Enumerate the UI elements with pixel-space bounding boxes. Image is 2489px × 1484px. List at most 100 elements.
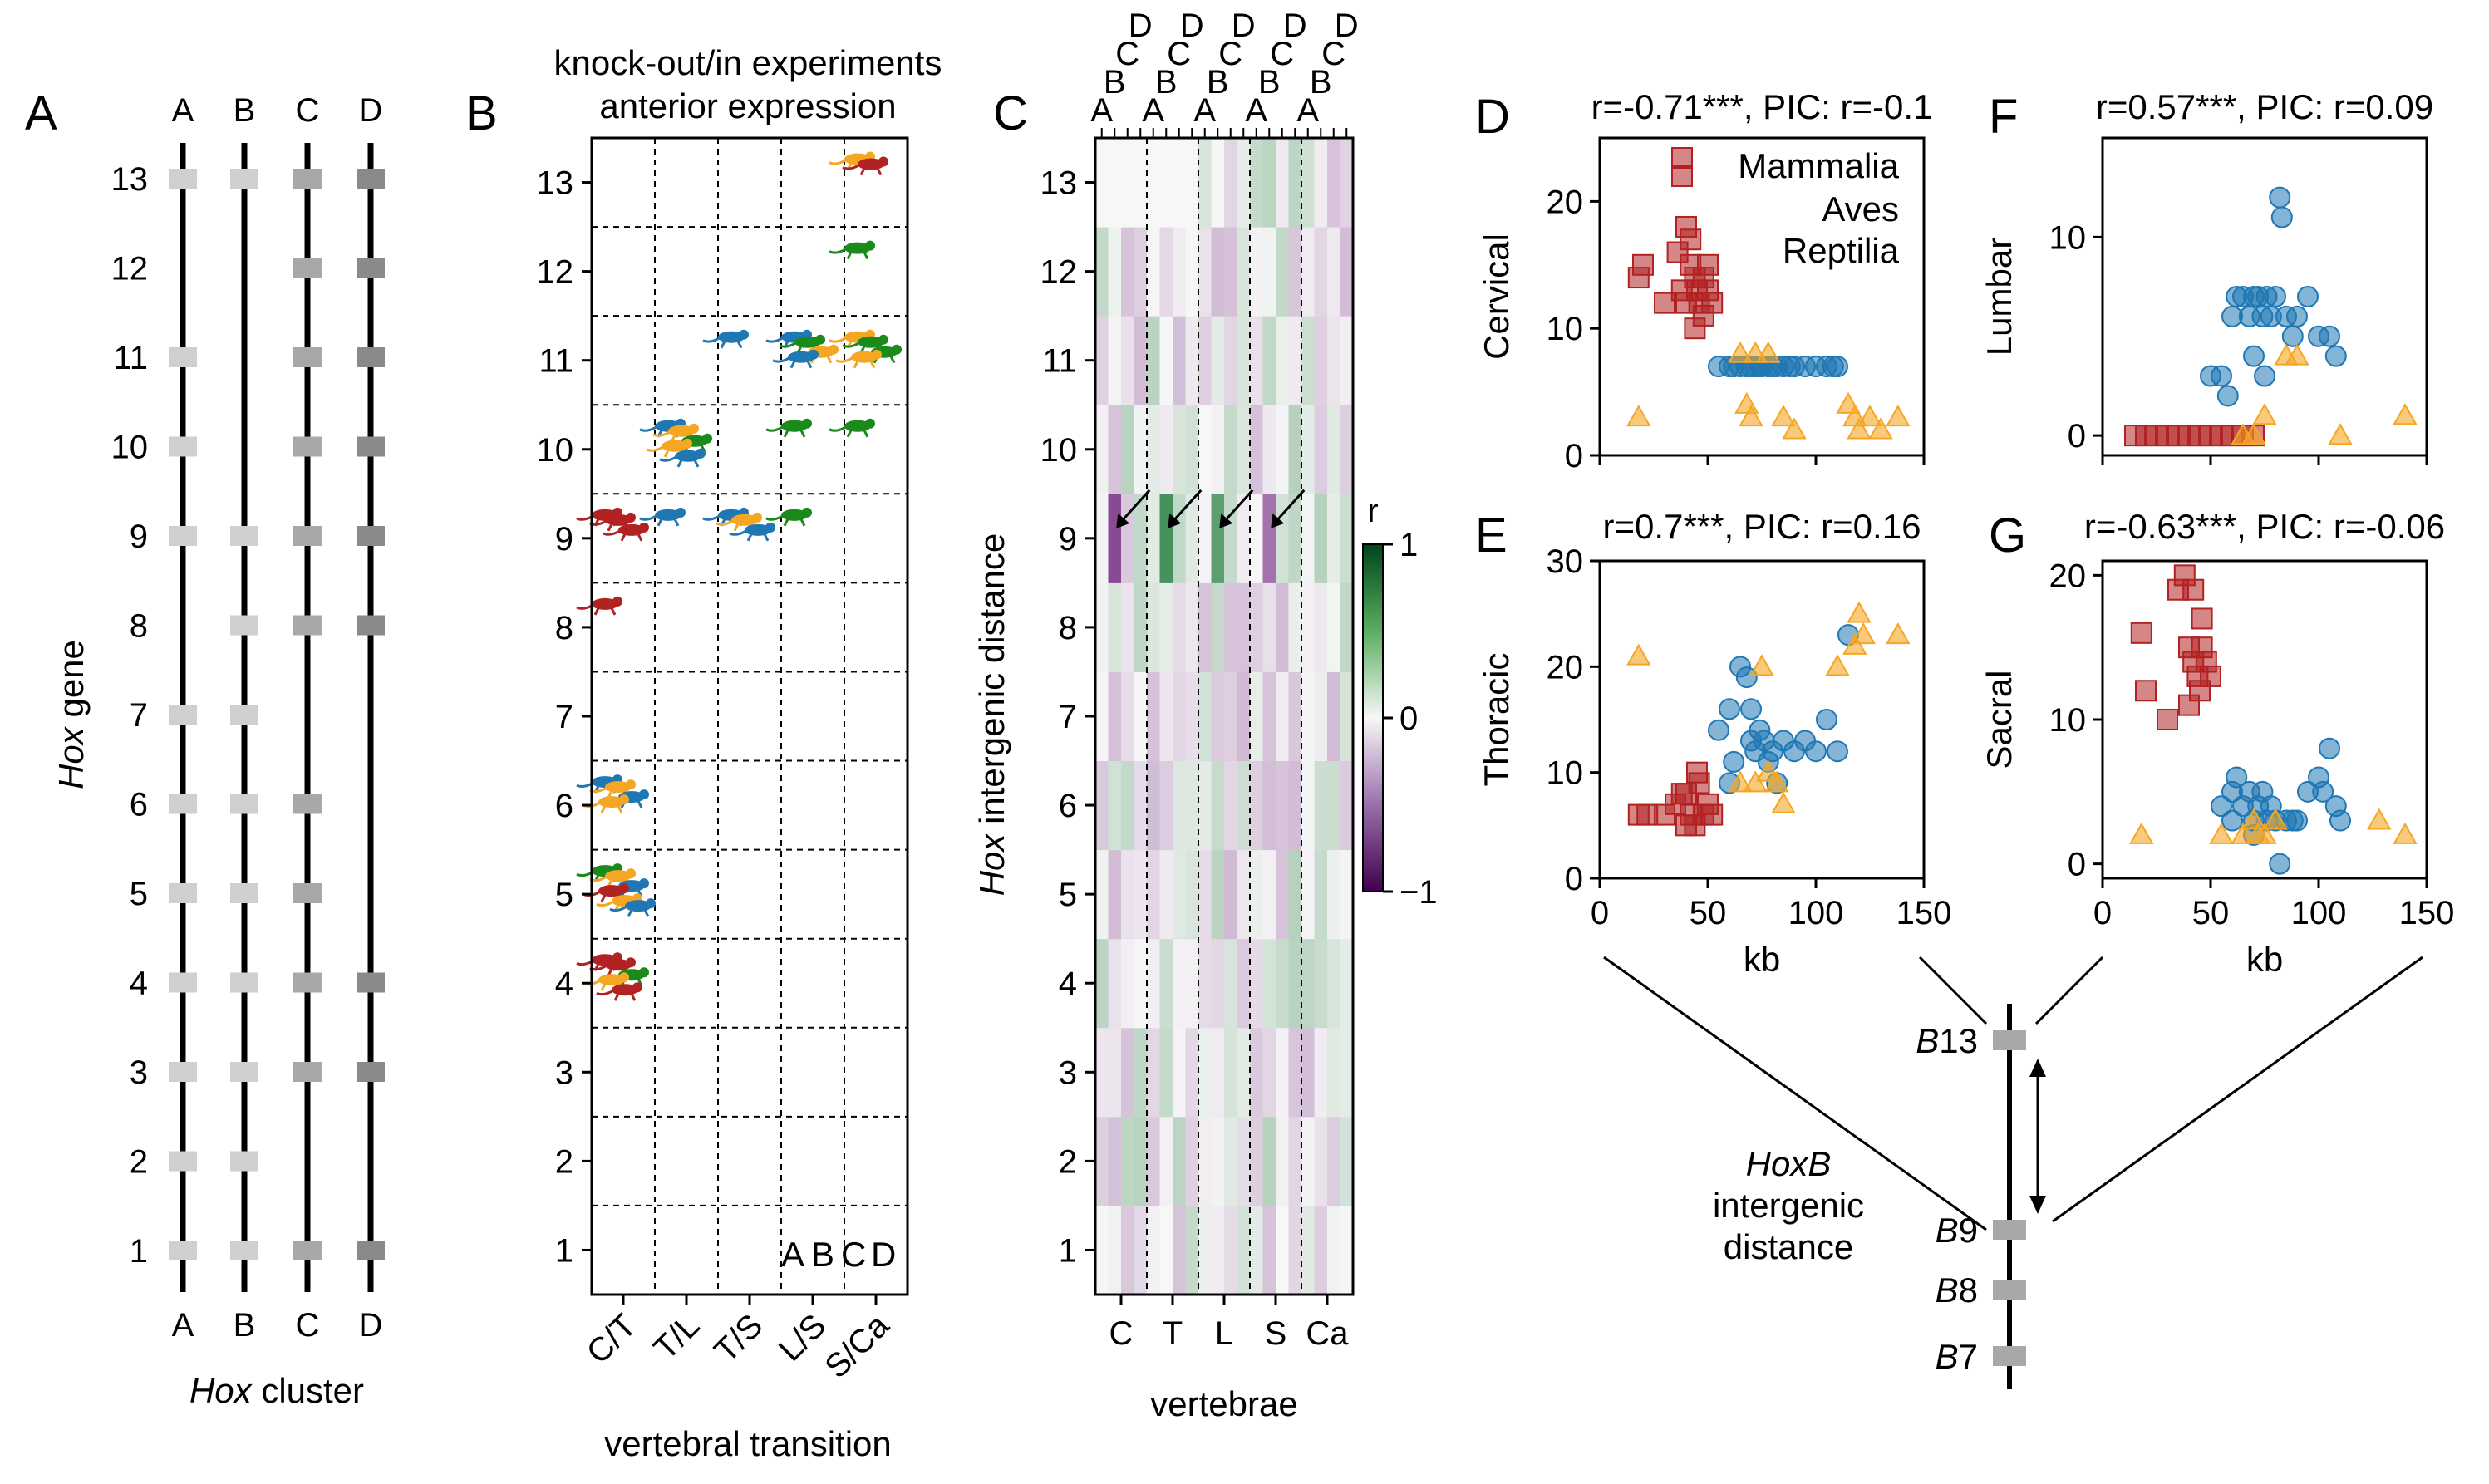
- animal-icon: [583, 794, 629, 813]
- panel-a-ytick-4: 4: [130, 966, 148, 1002]
- heatmap-cell: [1340, 138, 1354, 228]
- heatmap-cell: [1237, 849, 1251, 940]
- heatmap-cell: [1340, 316, 1354, 405]
- gene-box-A1: [169, 1241, 197, 1260]
- cluster-label-top-C: C: [296, 92, 320, 129]
- panel-b-ytick-9: 9: [555, 521, 573, 558]
- gene-box-C1: [293, 1241, 322, 1260]
- gene-box-D8: [357, 615, 385, 636]
- cluster-label-bottom-A: A: [172, 1307, 194, 1344]
- heatmap-cell: [1314, 671, 1328, 762]
- point-reptilia: [1847, 601, 1872, 623]
- panel-c-top-tick-B: B: [1207, 64, 1229, 101]
- gene-box-B5: [230, 883, 258, 903]
- heatmap-cell: [1301, 316, 1315, 405]
- animal-icon: [829, 418, 875, 438]
- panel-b: B knock-out/in experiments anterior expr…: [465, 43, 942, 1463]
- heatmap-cell: [1301, 1027, 1315, 1118]
- point-reptilia: [1728, 341, 1753, 363]
- gene-box-B1: [230, 1241, 258, 1260]
- gene-box-D9: [357, 526, 385, 546]
- hoxb-gene-label-B7: B7: [1936, 1337, 1978, 1376]
- heatmap-cell: [1314, 316, 1328, 405]
- heatmap-cell: [1211, 138, 1225, 228]
- heatmap-cell: [1134, 1205, 1148, 1295]
- heatmap-cell: [1301, 1116, 1315, 1206]
- heatmap-cell: [1121, 1027, 1134, 1118]
- heatmap-cell: [1288, 671, 1302, 762]
- point-mammalia: [2269, 853, 2291, 875]
- heatmap-cell: [1288, 138, 1302, 228]
- heatmap-cell: [1250, 138, 1263, 228]
- point-reptilia: [2129, 822, 2154, 844]
- heatmap-cell: [1185, 227, 1199, 317]
- heatmap-cell: [1134, 849, 1148, 940]
- heatmap-cell: [1327, 849, 1340, 940]
- point-reptilia: [2252, 403, 2277, 425]
- point-reptilia: [2241, 423, 2266, 445]
- heatmap-cell: [1198, 938, 1212, 1029]
- point-reptilia: [1749, 654, 1774, 676]
- heatmap-cell: [1340, 405, 1354, 494]
- heatmap-cell: [1262, 316, 1276, 405]
- gene-box-A5: [169, 883, 197, 903]
- point-mammalia: [2269, 186, 2291, 209]
- cluster-label-bottom-B: B: [234, 1307, 256, 1344]
- point-reptilia: [1825, 654, 1850, 676]
- panel-c-ytick-3: 3: [1059, 1054, 1077, 1091]
- heatmap-cell: [1108, 138, 1122, 228]
- panel-a-ylabel-italic: Hox: [52, 725, 91, 789]
- heatmap-cell: [1121, 316, 1134, 405]
- heatmap-cell: [1250, 1116, 1263, 1206]
- gene-box-A7: [169, 705, 197, 725]
- heatmap-cell: [1288, 849, 1302, 940]
- heatmap-cell: [1211, 1205, 1225, 1295]
- heatmap-cell: [1288, 938, 1302, 1029]
- panel-a-ytick-5: 5: [130, 876, 148, 912]
- panel-b-ytick-7: 7: [555, 699, 573, 735]
- heatmap-cell: [1276, 938, 1289, 1029]
- heatmap-cell: [1237, 760, 1251, 851]
- scatter-frame-E: [1598, 559, 1926, 880]
- heatmap-cell: [1211, 405, 1225, 494]
- heatmap-cell: [1276, 227, 1289, 317]
- heatmap-cell: [1198, 227, 1212, 317]
- point-mammalia: [2211, 795, 2232, 818]
- heatmap-cell: [1237, 938, 1251, 1029]
- heatmap-cell: [1173, 760, 1186, 851]
- panel-c-top-tick-D: D: [1283, 7, 1307, 44]
- heatmap-cell: [1237, 671, 1251, 762]
- heatmap-cell: [1224, 849, 1237, 940]
- panel-c-ylabel-rest: intergenic distance: [972, 533, 1011, 834]
- gene-box-C6: [293, 794, 322, 814]
- heatmap-cell: [1159, 1027, 1173, 1118]
- heatmap-cell: [1314, 494, 1328, 583]
- gene-box-C4: [293, 972, 322, 993]
- heatmap-cell: [1173, 405, 1186, 494]
- animal-icon: [639, 507, 686, 527]
- scatter-xtick-E-50: 50: [1690, 895, 1727, 931]
- heatmap-cell: [1262, 760, 1276, 851]
- heatmap-cell: [1262, 1116, 1276, 1206]
- heatmap-cell: [1276, 849, 1289, 940]
- heatmap-cell: [1198, 849, 1212, 940]
- gene-box-B3: [230, 1062, 258, 1082]
- point-reptilia: [1842, 632, 1867, 655]
- point-mammalia: [2254, 365, 2275, 387]
- scatter-ytick-E-10: 10: [1547, 755, 1584, 792]
- panel-b-ytick-12: 12: [537, 254, 574, 291]
- point-mammalia: [1805, 740, 1827, 763]
- heatmap-cell: [1108, 316, 1122, 405]
- heatmap-cell: [1340, 1027, 1354, 1118]
- scatter-ytick-E-0: 0: [1565, 861, 1583, 897]
- heatmap-cell: [1198, 1205, 1212, 1295]
- gene-box-A3: [169, 1062, 197, 1082]
- panel-b-xtick-T-L: T/L: [647, 1307, 706, 1367]
- heatmap-cell: [1108, 1116, 1122, 1206]
- heatmap-cell: [1108, 494, 1122, 583]
- panel-b-legend-C: C: [841, 1235, 866, 1274]
- gene-box-A9: [169, 526, 197, 546]
- heatmap-cell: [1185, 1027, 1199, 1118]
- heatmap-cell: [1327, 1116, 1340, 1206]
